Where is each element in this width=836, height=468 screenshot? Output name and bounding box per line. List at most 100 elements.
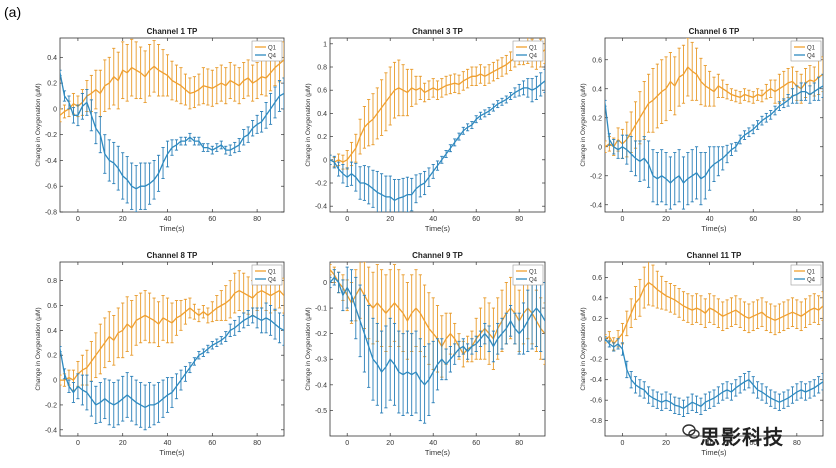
x-tick-label: 0 [76, 440, 80, 447]
y-tick-label: 0 [53, 378, 57, 385]
series-line-q4 [330, 80, 545, 202]
y-tick-label: 0 [323, 280, 327, 287]
plot-area [59, 261, 285, 437]
figure-label: (a) [4, 4, 22, 20]
legend-label-q1: Q1 [529, 45, 538, 51]
plot-area [329, 37, 546, 213]
y-tick-label: -0.4 [590, 377, 602, 384]
y-tick-label: 0.8 [317, 65, 327, 72]
x-tick-label: 20 [386, 440, 394, 447]
plot-series-group [605, 262, 823, 418]
x-tick-label: 40 [706, 216, 714, 223]
series-line-q4 [330, 276, 545, 386]
x-axis-label: Time(s) [159, 448, 185, 457]
legend-box [251, 40, 283, 62]
legend-label-q1: Q1 [807, 269, 816, 275]
x-tick-label: 80 [253, 216, 261, 223]
chart-title: Channel 1 TP [147, 27, 198, 36]
y-tick-label: -0.4 [590, 202, 602, 209]
x-tick-label: 20 [386, 216, 394, 223]
x-tick-label: 80 [793, 440, 801, 447]
y-tick-label: 0.8 [47, 278, 57, 285]
y-tick-label: -0.3 [315, 357, 327, 364]
x-tick-label: 0 [76, 216, 80, 223]
legend-label-q4: Q4 [529, 277, 538, 283]
x-tick-label: 60 [208, 216, 216, 223]
y-tick-label: -0.2 [590, 357, 602, 364]
y-tick-label: -0.6 [45, 184, 57, 191]
x-tick-label: 20 [662, 440, 670, 447]
chart-panel-3: Channel 6 TP 0 20 40 60 80 -0.4 -0.2 0 0.2 0.4 0.6 T… [580, 27, 824, 233]
legend-box [790, 264, 822, 286]
chart-title: Channel 3 TP [412, 27, 463, 36]
series-line-q1 [60, 59, 284, 116]
x-tick-label: 40 [164, 216, 172, 223]
series-line-q4 [605, 338, 823, 410]
legend-label-q4: Q4 [807, 277, 816, 283]
x-axis-label: Time(s) [425, 224, 451, 233]
legend-box [512, 264, 544, 286]
chart-panel-4: Channel 8 TP 0 20 40 60 80 -0.4 -0.2 0 0.2 0.4 0.6 0… [35, 251, 285, 457]
y-tick-label: -0.8 [590, 418, 602, 425]
x-tick-label: 20 [662, 216, 670, 223]
x-tick-label: 80 [515, 440, 523, 447]
y-tick-label: -0.4 [45, 158, 57, 165]
y-tick-label: 0.4 [47, 328, 57, 335]
y-tick-label: -0.8 [45, 210, 57, 217]
y-tick-label: -0.2 [45, 402, 57, 409]
chart-title: Channel 9 TP [412, 251, 463, 260]
y-tick-label: -0.4 [45, 427, 57, 434]
y-tick-label: 0.2 [592, 316, 602, 323]
y-axis-label: Change in Oxygenation (μM) [305, 83, 312, 166]
x-tick-label: 40 [429, 216, 437, 223]
chart-panel-2: Channel 3 TP 0 20 40 60 80 -0.4 -0.2 0 0.2 0.4 0.6 0… [305, 27, 546, 233]
y-tick-label: 0.6 [317, 88, 327, 95]
y-tick-label: 0 [598, 336, 602, 343]
legend-label-q4: Q4 [268, 277, 277, 283]
chart-title: Channel 8 TP [147, 251, 198, 260]
x-tick-label: 60 [472, 216, 480, 223]
y-tick-label: 0 [53, 106, 57, 113]
plot-area [604, 37, 824, 213]
legend-label-q1: Q1 [268, 269, 277, 275]
legend-label-q4: Q4 [268, 53, 277, 59]
chart-title: Channel 11 TP [687, 251, 742, 260]
wechat-logo-icon [682, 424, 700, 439]
y-tick-label: 0 [598, 144, 602, 151]
x-tick-label: 0 [620, 440, 624, 447]
y-tick-label: 0.6 [592, 275, 602, 282]
y-axis-label: Change in Oxygenation (μM) [580, 83, 587, 166]
y-axis-label: Change in Oxygenation (μM) [305, 307, 312, 390]
y-axis-label: Change in Oxygenation (μM) [35, 83, 42, 166]
series-line-q4 [60, 314, 284, 409]
plot-series-group [330, 262, 545, 424]
y-axis-label: Change in Oxygenation (μM) [35, 307, 42, 390]
series-line-q4 [605, 85, 823, 185]
x-axis-label: Time(s) [701, 224, 727, 233]
y-tick-label: -0.2 [45, 132, 57, 139]
legend-label-q4: Q4 [807, 53, 816, 59]
x-tick-label: 0 [620, 216, 624, 223]
legend-label-q1: Q1 [529, 269, 538, 275]
plot-series-group [60, 38, 284, 212]
y-tick-label: 0.6 [47, 303, 57, 310]
x-axis-label: Time(s) [701, 448, 727, 457]
y-tick-label: 0.2 [47, 81, 57, 88]
y-tick-label: -0.2 [590, 173, 602, 180]
watermark-text: 思影科技 [700, 425, 784, 449]
series-line-q1 [330, 48, 545, 163]
y-tick-label: -0.4 [315, 204, 327, 211]
y-tick-label: 0.2 [592, 115, 602, 122]
y-tick-label: -0.1 [315, 306, 327, 313]
y-tick-label: 0.4 [592, 86, 602, 93]
x-tick-label: 40 [164, 440, 172, 447]
y-tick-label: 0.4 [317, 111, 327, 118]
y-tick-label: -0.6 [590, 398, 602, 405]
x-tick-label: 0 [345, 216, 349, 223]
y-tick-label: -0.5 [315, 408, 327, 415]
